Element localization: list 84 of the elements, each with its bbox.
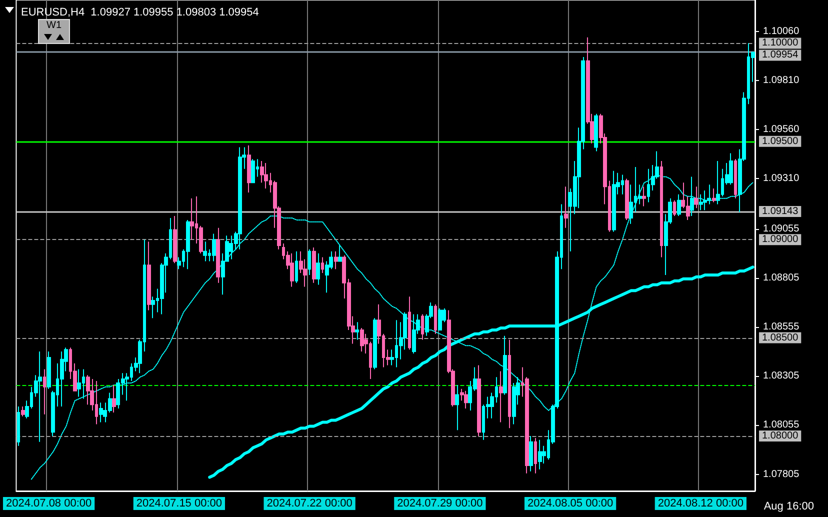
ref-line-label: 1.09954: [762, 50, 799, 61]
candlestick: [216, 227, 220, 284]
candlestick: [455, 384, 459, 431]
candlestick: [421, 314, 424, 340]
text: Aug 16:00: [764, 500, 814, 512]
annotation: W1: [46, 20, 62, 31]
candlestick: [290, 252, 294, 288]
candlestick: [251, 158, 255, 184]
candlestick: [77, 368, 81, 398]
candlestick: [338, 245, 342, 262]
candlestick: [43, 368, 46, 415]
candlestick: [477, 364, 481, 437]
candlestick: [99, 402, 103, 423]
candlestick: [538, 439, 542, 470]
candlestick: [186, 219, 190, 270]
candlestick: [38, 351, 42, 442]
candlestick: [295, 250, 298, 284]
candlestick: [412, 314, 416, 354]
candlestick: [173, 216, 177, 264]
candlestick: [434, 304, 437, 334]
candlestick: [712, 188, 716, 203]
candlestick: [594, 113, 598, 152]
candlestick: [264, 162, 268, 190]
candlestick: [642, 186, 646, 207]
candlestick: [699, 194, 703, 211]
candlestick: [534, 437, 537, 474]
y-tick-label: 1.09560: [763, 124, 800, 136]
candlestick: [612, 170, 616, 232]
y-tick-label: 1.09055: [763, 223, 800, 234]
y-tick-label: 1.07805: [763, 468, 800, 480]
ref-line-label: 1.09000: [762, 234, 799, 246]
candlestick: [564, 186, 568, 228]
candlestick: [360, 327, 364, 352]
ref-line-label: 1.09143: [762, 206, 799, 218]
ref-line-label: 1.08000: [762, 430, 799, 442]
candlestick: [729, 152, 733, 186]
candlestick: [438, 308, 442, 330]
candlestick: [212, 233, 216, 262]
y-tick-label: 1.08055: [763, 420, 800, 431]
candlestick: [308, 248, 311, 276]
candlestick: [503, 335, 507, 396]
candlestick: [677, 194, 681, 217]
y-tick-label: 1.08555: [763, 322, 800, 333]
candlestick: [17, 406, 20, 446]
candlestick: [673, 200, 676, 217]
candlestick: [625, 178, 629, 220]
candlestick: [408, 296, 411, 350]
candlestick: [60, 351, 64, 408]
x-tick-label: 2024.07.15 00:00: [136, 498, 222, 510]
candlestick: [464, 390, 468, 410]
ref-line-label: 1.10000: [762, 38, 799, 49]
candlestick: [660, 160, 663, 258]
y-tick-label: 1.10060: [763, 26, 800, 37]
candlestick: [734, 158, 737, 199]
candlestick: [190, 198, 194, 240]
candlestick: [112, 384, 116, 413]
candlestick: [355, 322, 359, 340]
candlestick: [321, 256, 324, 274]
y-tick-label: 1.09310: [763, 173, 800, 184]
y-tick-label: 1.08305: [763, 370, 800, 382]
x-tick-label: 2024.07.29 00:00: [397, 498, 483, 510]
candlestick: [147, 241, 151, 311]
candlestick: [694, 186, 698, 209]
y-tick-label: 1.09810: [763, 75, 800, 86]
y-tick-label: 1.08805: [763, 272, 800, 284]
candlestick: [499, 370, 503, 423]
candlestick: [316, 252, 320, 286]
x-tick-label: 2024.07.08 00:00: [6, 498, 92, 510]
candlestick: [247, 144, 251, 193]
candlestick: [373, 318, 377, 370]
x-tick-label: 2024.08.05 00:00: [527, 498, 614, 510]
candlestick: [47, 351, 51, 390]
ref-line-label: 1.09500: [762, 136, 799, 147]
candlestick: [334, 250, 338, 270]
ref-line-label: 1.08500: [762, 332, 799, 344]
x-tick-label: 2024.08.12 00:00: [658, 498, 744, 510]
text: EURUSD,H4 1.09927 1.09955 1.09803 1.09954: [21, 6, 259, 18]
x-tick-label: 2024.07.22 00:00: [266, 498, 352, 510]
candlestick: [508, 339, 511, 429]
candlestick: [312, 246, 316, 284]
candlestick: [21, 406, 25, 417]
candlestick: [529, 436, 533, 472]
toggle-button: W1: [38, 19, 70, 44]
candlestick: [203, 241, 207, 262]
